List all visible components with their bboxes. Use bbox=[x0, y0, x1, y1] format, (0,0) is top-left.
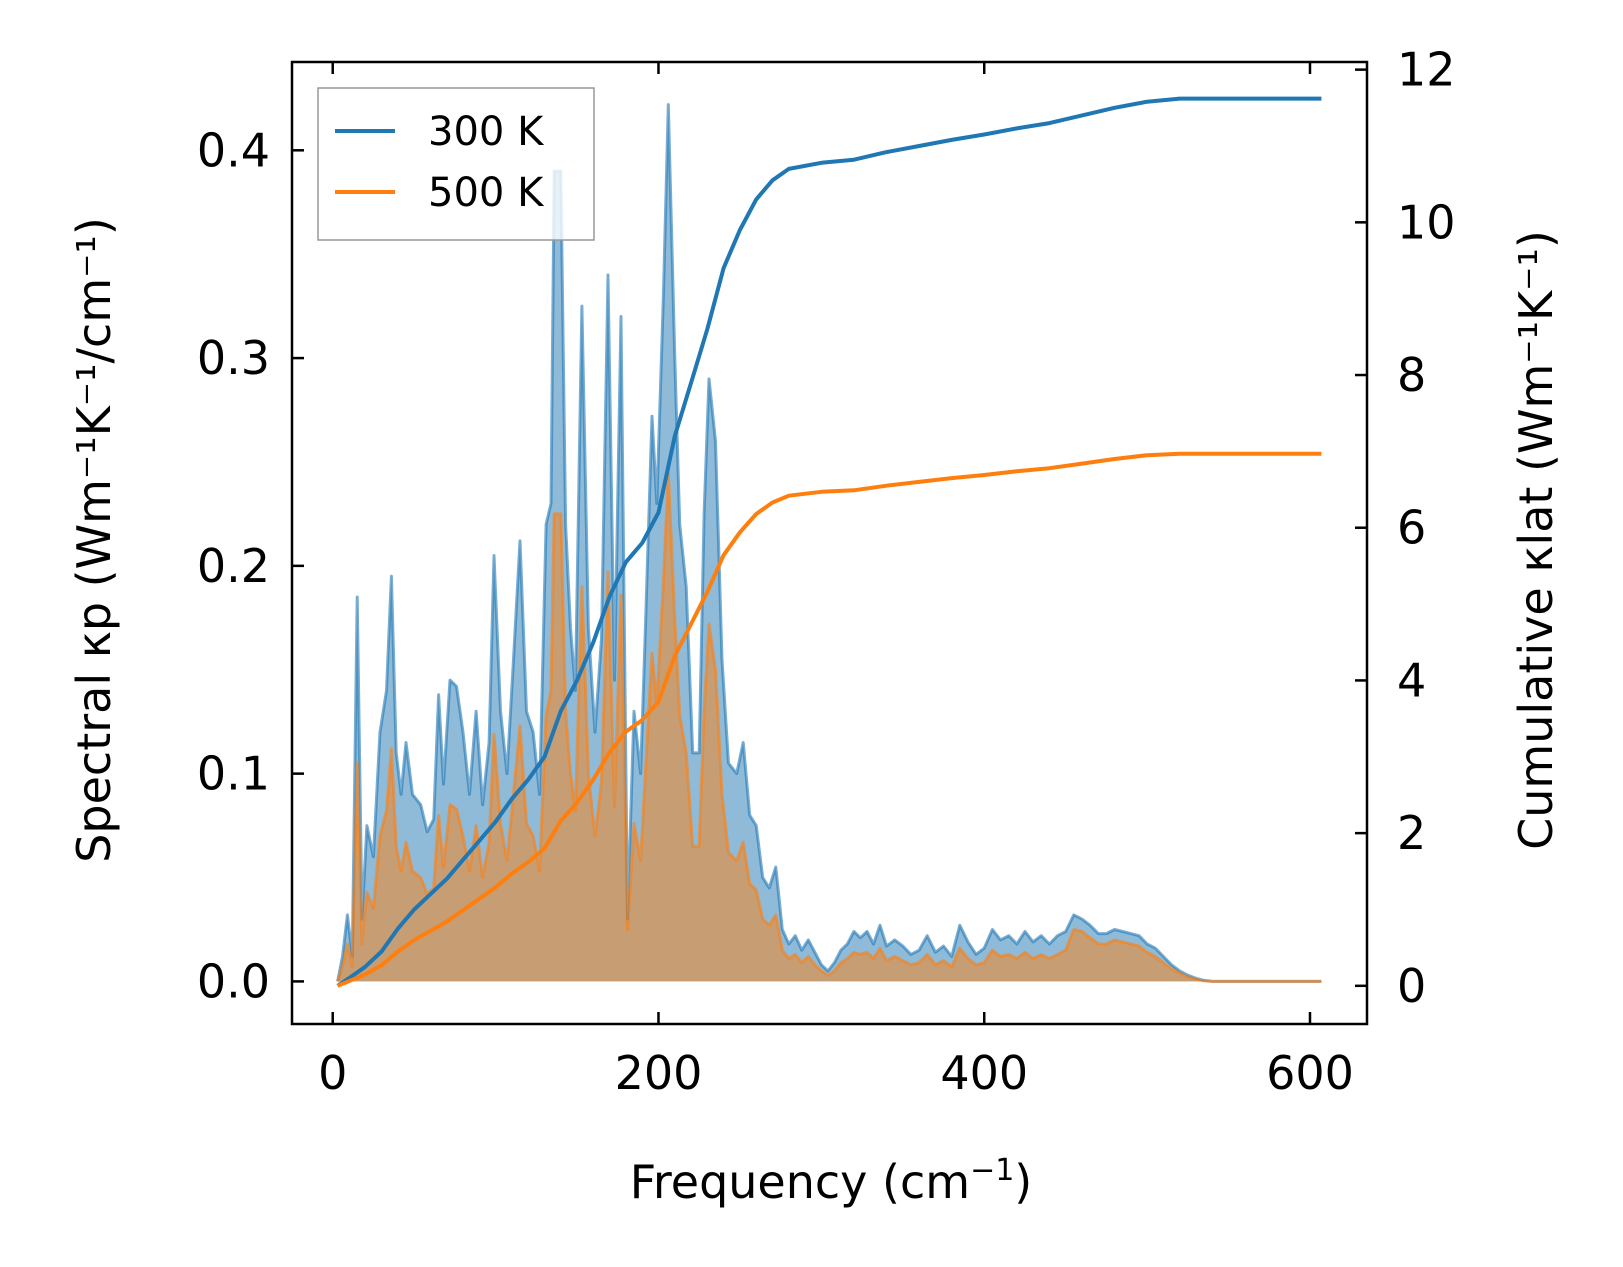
y-right-tick-label-4: 4 bbox=[1397, 653, 1426, 707]
legend-frame bbox=[317, 87, 595, 241]
y-right-tick-label-8: 8 bbox=[1397, 348, 1426, 402]
cumulative-line-300k bbox=[336, 96, 1322, 988]
x-tick-label-600: 600 bbox=[1266, 1046, 1354, 1100]
x-axis-label: Frequency (cm−1) bbox=[630, 1153, 1033, 1209]
y-left-tick-label-0.4: 0.4 bbox=[197, 123, 270, 177]
x-tick-label-0: 0 bbox=[318, 1046, 347, 1100]
legend: 300 K 500 K bbox=[317, 87, 595, 241]
spectral-line-500k bbox=[336, 470, 1322, 983]
x-tick-label-400: 400 bbox=[940, 1046, 1028, 1100]
cumulative-line-500k bbox=[336, 451, 1322, 988]
x-tick-label-200: 200 bbox=[615, 1046, 703, 1100]
y-axis-left-label: Spectral κp (Wm⁻¹K⁻¹/cm⁻¹) bbox=[67, 217, 121, 863]
axes: 0 200 400 600 0.0 0.1 0.2 0.3 0.4 0 2 4 6 8 10 12 bbox=[197, 43, 1456, 1100]
spectral-line-300k bbox=[336, 103, 1322, 983]
x-axis-label-end: ) bbox=[1014, 1155, 1032, 1209]
y-right-tick-label-10: 10 bbox=[1397, 195, 1456, 249]
plot-frame bbox=[290, 60, 1369, 1026]
plot-area bbox=[336, 96, 1322, 988]
y-left-tick-label-0.0: 0.0 bbox=[197, 954, 270, 1008]
spectral-area-500k bbox=[337, 472, 1322, 982]
y-right-tick-label-6: 6 bbox=[1397, 501, 1426, 555]
y-right-tick-label-12: 12 bbox=[1397, 43, 1456, 97]
y-left-tick-label-0.3: 0.3 bbox=[197, 331, 270, 385]
legend-label-300k: 300 K bbox=[428, 109, 545, 155]
plot-marks bbox=[336, 96, 1322, 988]
y-left-tick-label-0.2: 0.2 bbox=[197, 539, 270, 593]
x-axis-label-sup: −1 bbox=[970, 1153, 1014, 1188]
y-axis-right-label: Cumulative κlat (Wm⁻¹K⁻¹) bbox=[1509, 230, 1563, 850]
y-right-tick-label-0: 0 bbox=[1397, 959, 1426, 1013]
y-left-tick-label-0.1: 0.1 bbox=[197, 747, 270, 801]
y-right-tick-label-2: 2 bbox=[1397, 806, 1426, 860]
legend-label-500k: 500 K bbox=[428, 170, 545, 216]
x-axis-label-base: Frequency (cm bbox=[630, 1155, 970, 1209]
